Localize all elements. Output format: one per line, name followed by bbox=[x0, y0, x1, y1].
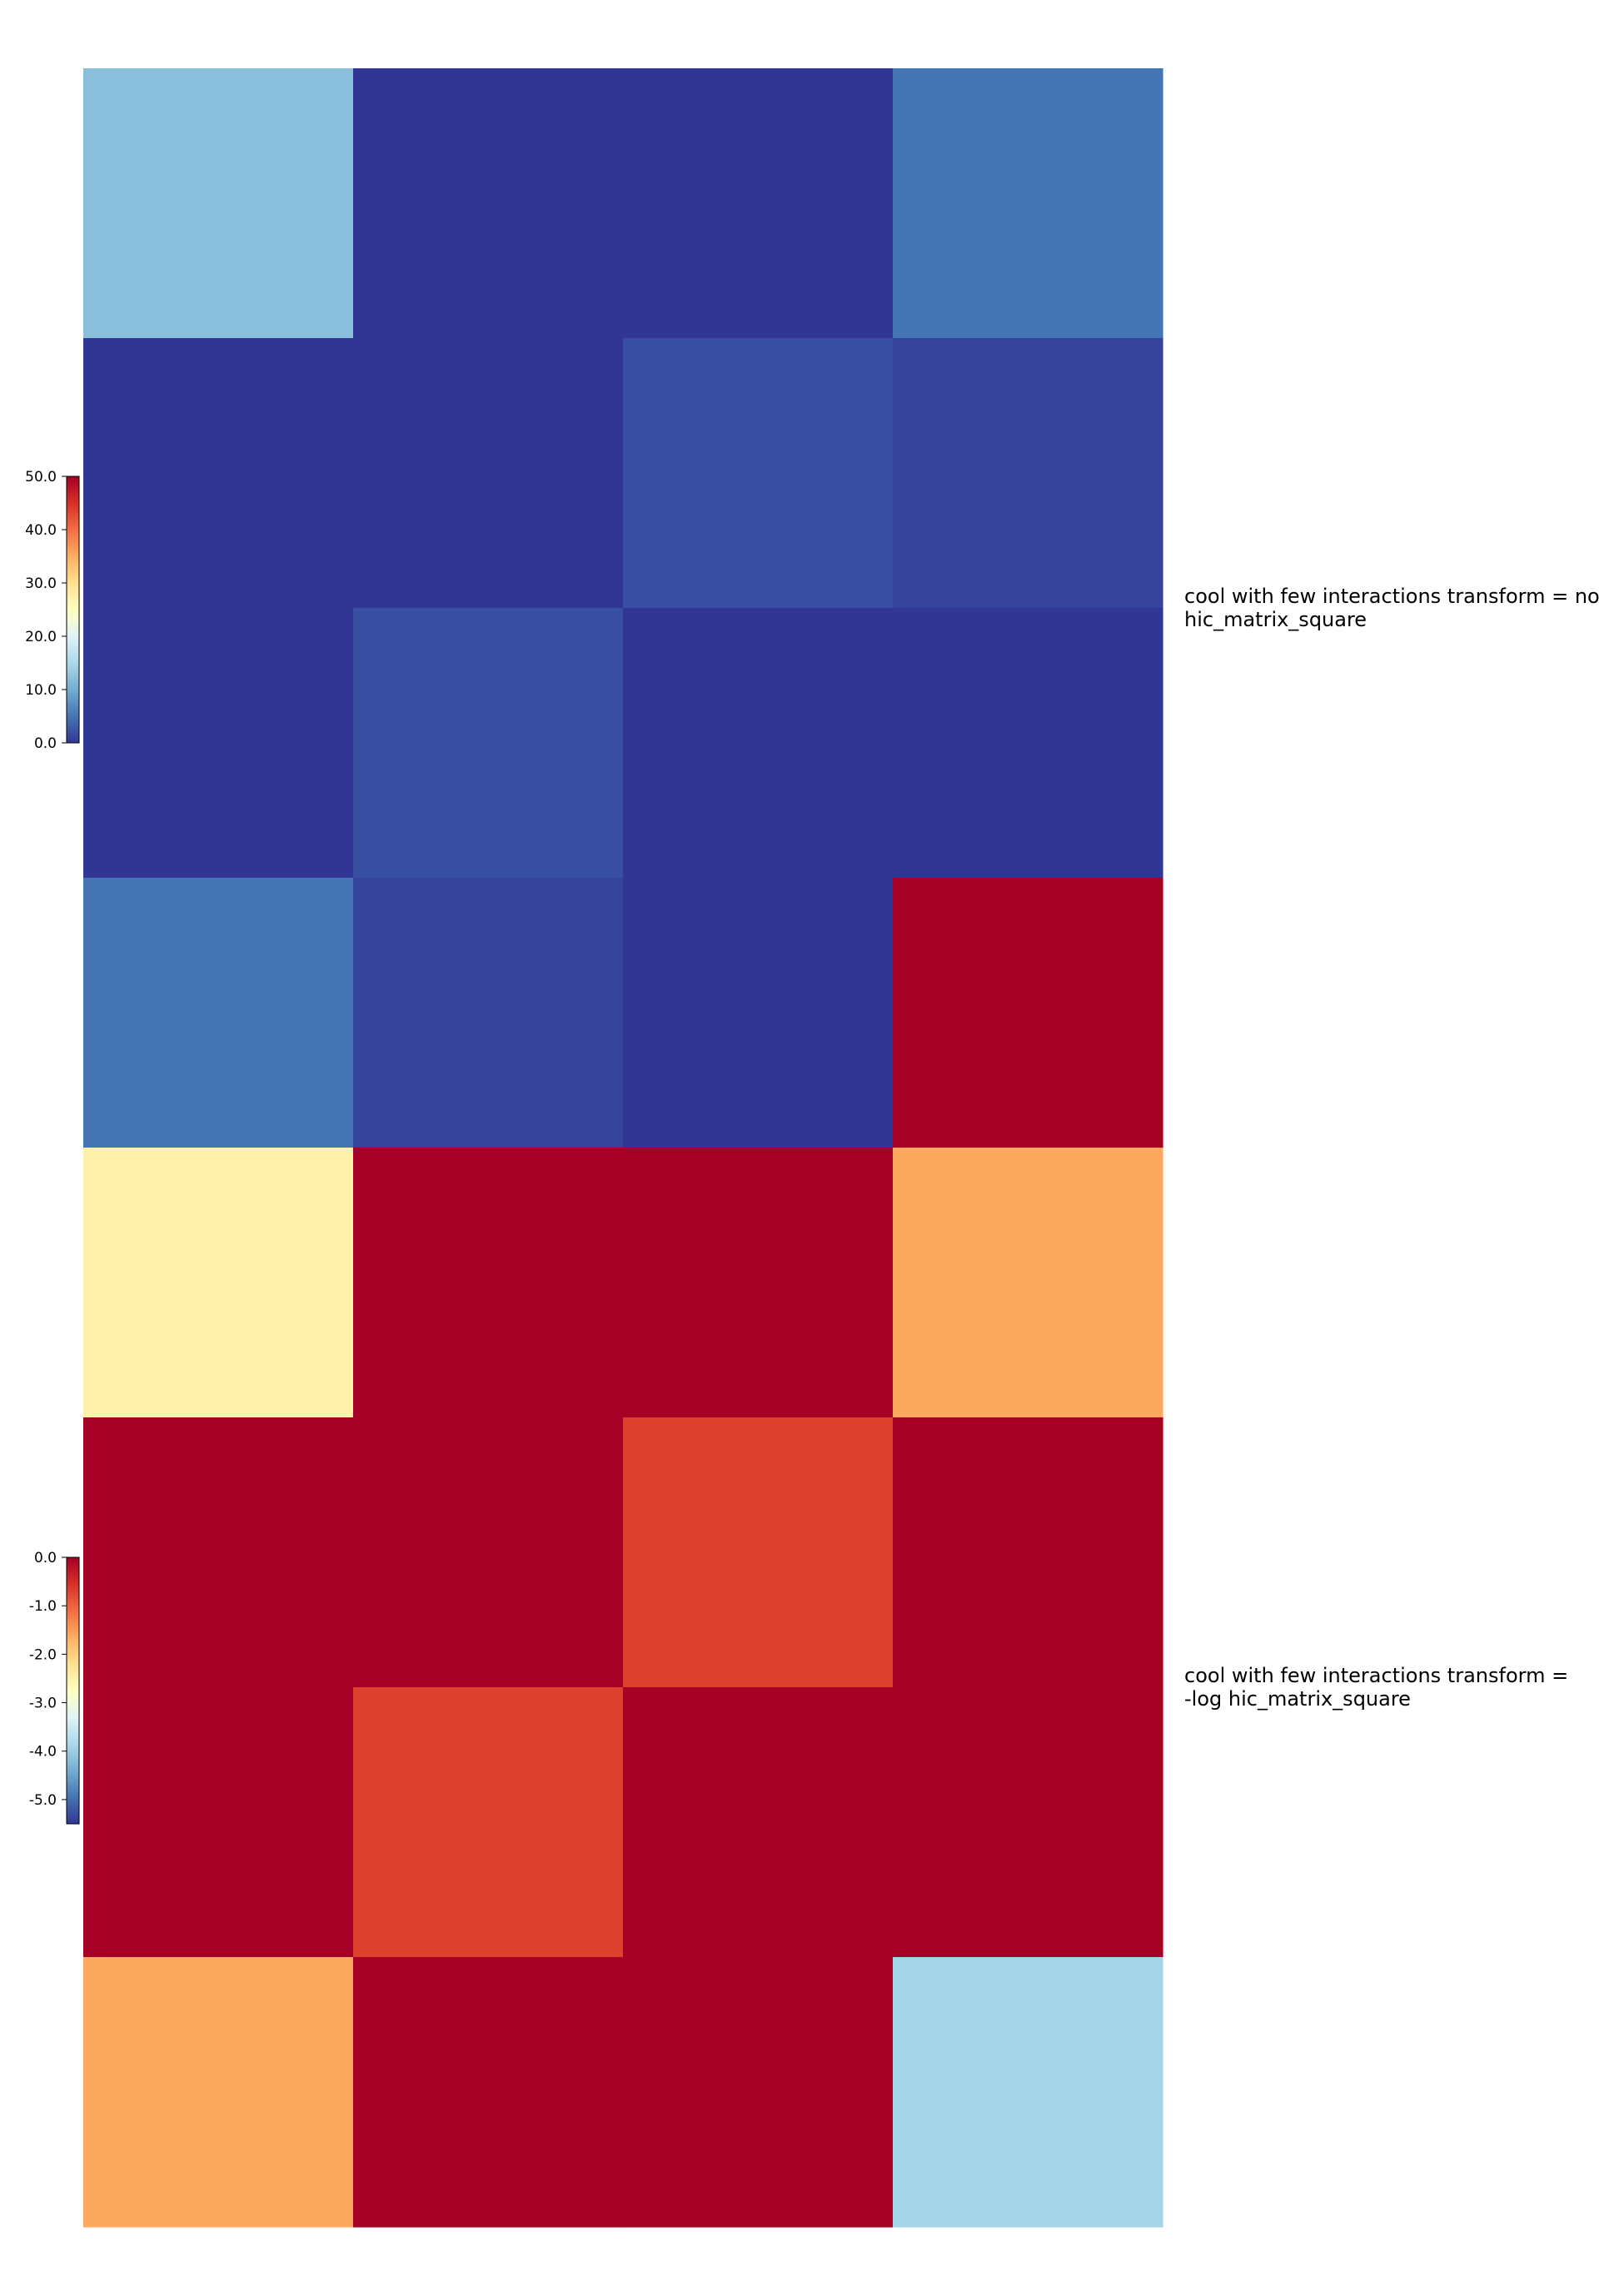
heatmap-2-title: cool with few interactions transform = -l… bbox=[1184, 1664, 1568, 1711]
colorbar-1-tick-label: 0.0 bbox=[34, 735, 57, 752]
heatmap-2-cell-r3-c1 bbox=[353, 1957, 624, 2228]
heatmap-2-cells bbox=[83, 1148, 1163, 2228]
heatmap-2-cell-r0-c0 bbox=[83, 1148, 354, 1418]
heatmap-panel-2: 0.0 -1.0 -2.0 -3.0 -4.0 -5.0 cool with few in… bbox=[29, 1148, 1568, 2228]
heatmap-1-cell-r2-c3 bbox=[893, 608, 1163, 879]
heatmap-2-cell-r0-c3 bbox=[893, 1148, 1163, 1418]
heatmap-2-cell-r1-c0 bbox=[83, 1417, 354, 1688]
heatmap-2-title-line: cool with few interactions transform = bbox=[1184, 1664, 1568, 1687]
colorbar-1-tick-label: 30.0 bbox=[25, 575, 57, 592]
heatmap-2-cell-r2-c2 bbox=[623, 1687, 894, 1958]
heatmap-2-cell-r2-c0 bbox=[83, 1687, 354, 1958]
colorbar-1-ticks: 50.0 40.0 30.0 20.0 10.0 0.0 bbox=[25, 469, 67, 752]
colorbar-2-ticks: 0.0 -1.0 -2.0 -3.0 -4.0 -5.0 bbox=[29, 1550, 67, 1809]
colorbar-2-tick-label: -1.0 bbox=[29, 1598, 57, 1615]
heatmap-1-cell-r1-c1 bbox=[353, 338, 624, 609]
heatmap-1-cell-r1-c0 bbox=[83, 338, 354, 609]
heatmap-1-cell-r0-c0 bbox=[83, 68, 354, 339]
heatmap-1-cell-r3-c3 bbox=[893, 878, 1163, 1148]
heatmap-2-cell-r0-c2 bbox=[623, 1148, 894, 1418]
heatmap-1-cell-r3-c0 bbox=[83, 878, 354, 1148]
heatmap-1-cell-r2-c1 bbox=[353, 608, 624, 879]
heatmap-2-cell-r1-c2 bbox=[623, 1417, 894, 1688]
colorbar-1-tick-label: 10.0 bbox=[25, 682, 57, 699]
colorbar-2: 0.0 -1.0 -2.0 -3.0 -4.0 -5.0 bbox=[29, 1550, 80, 1825]
heatmap-2-cell-r3-c2 bbox=[623, 1957, 894, 2228]
heatmap-2-cell-r3-c3 bbox=[893, 1957, 1163, 2228]
heatmap-1-cell-r3-c1 bbox=[353, 878, 624, 1148]
heatmap-1-cell-r0-c3 bbox=[893, 68, 1163, 339]
heatmap-1-cell-r3-c2 bbox=[623, 878, 894, 1148]
heatmap-1-cell-r0-c1 bbox=[353, 68, 624, 339]
colorbar-1-tick-label: 40.0 bbox=[25, 522, 57, 539]
heatmap-1-cell-r2-c2 bbox=[623, 608, 894, 879]
colorbar-2-tick-label: -5.0 bbox=[29, 1792, 57, 1809]
heatmap-1-title-line: cool with few interactions transform = n… bbox=[1184, 585, 1600, 608]
heatmap-2-cell-r2-c3 bbox=[893, 1687, 1163, 1958]
heatmap-1-title-line: hic_matrix_square bbox=[1184, 608, 1367, 631]
colorbar-2-tick-label: -2.0 bbox=[29, 1646, 57, 1663]
heatmap-1-cell-r0-c2 bbox=[623, 68, 894, 339]
colorbar-1-tick-label: 20.0 bbox=[25, 629, 57, 645]
heatmap-2-cell-r0-c1 bbox=[353, 1148, 624, 1418]
colorbar-2-tick-label: -3.0 bbox=[29, 1696, 57, 1712]
heatmap-2-cell-r1-c1 bbox=[353, 1417, 624, 1688]
heatmap-2-cell-r2-c1 bbox=[353, 1687, 624, 1958]
colorbar-2-gradient bbox=[66, 1556, 80, 1825]
heatmap-2-cell-r1-c3 bbox=[893, 1417, 1163, 1688]
colorbar-1-tick-label: 50.0 bbox=[25, 469, 57, 486]
heatmap-2-title-line: -log hic_matrix_square bbox=[1184, 1687, 1411, 1711]
heatmap-2-cell-r3-c0 bbox=[83, 1957, 354, 2228]
colorbar-1-gradient bbox=[66, 476, 80, 744]
heatmap-1-cell-r1-c2 bbox=[623, 338, 894, 609]
heatmap-panel-1: 50.0 40.0 30.0 20.0 10.0 0.0 cool with few in… bbox=[25, 68, 1600, 1148]
colorbar-2-tick-label: -4.0 bbox=[29, 1744, 57, 1761]
heatmap-1-title: cool with few interactions transform = n… bbox=[1184, 585, 1600, 631]
heatmap-1-cell-r2-c0 bbox=[83, 608, 354, 879]
heatmap-1-cell-r1-c3 bbox=[893, 338, 1163, 609]
colorbar-1: 50.0 40.0 30.0 20.0 10.0 0.0 bbox=[25, 469, 80, 752]
colorbar-2-tick-label: 0.0 bbox=[34, 1550, 57, 1566]
heatmap-1-cells bbox=[83, 68, 1163, 1148]
